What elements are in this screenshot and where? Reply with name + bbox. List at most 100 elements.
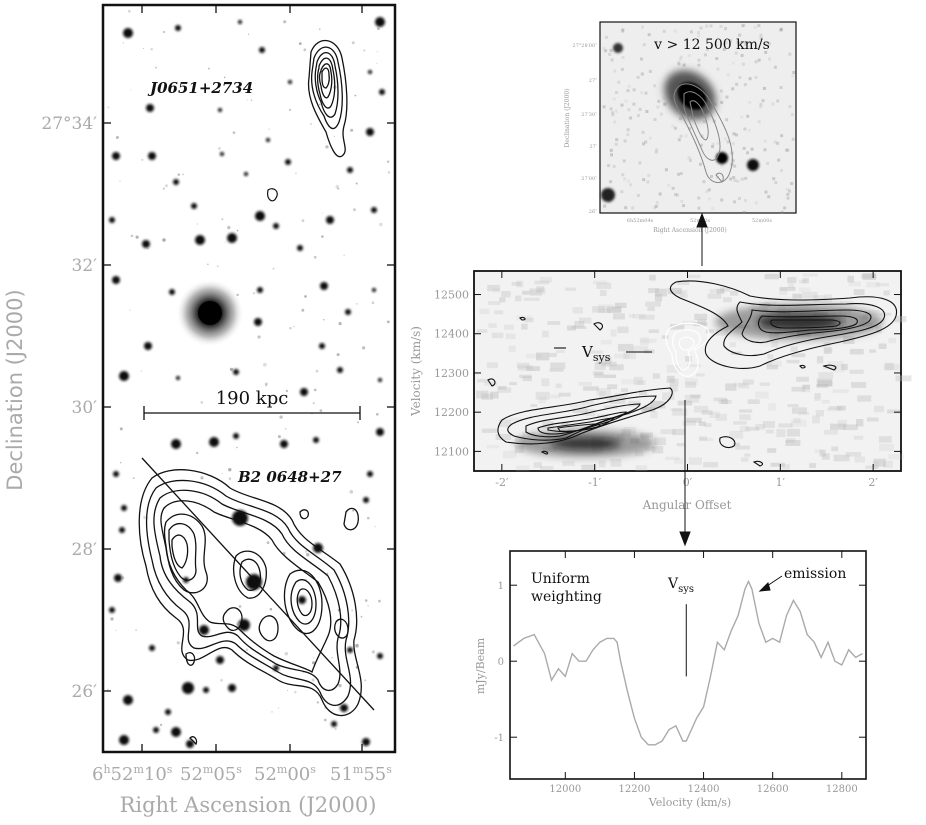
inset-y-tick: 27′00″ [581, 176, 597, 182]
inset-noise-pixel [780, 169, 783, 172]
inset-noise-pixel [753, 25, 757, 29]
pv-noise-patch [598, 304, 614, 310]
pv-noise-patch [524, 317, 534, 323]
inset-noise-pixel [771, 102, 775, 106]
pv-noise-patch [660, 429, 676, 435]
pv-noise-patch [533, 462, 542, 468]
weighting-label-line: weighting [531, 589, 602, 605]
pv-noise-patch [641, 406, 656, 413]
faint-star [246, 99, 248, 101]
inset-noise-pixel [792, 71, 796, 74]
pv-noise-patch [833, 454, 850, 462]
faint-star [271, 711, 273, 713]
faint-star [196, 451, 199, 455]
pv-noise-patch [643, 404, 652, 410]
pv-noise-patch [831, 446, 839, 452]
inset-noise-pixel [725, 118, 729, 122]
star [244, 172, 248, 176]
inset-noise-pixel [642, 142, 645, 146]
faint-star [376, 27, 380, 31]
star [227, 233, 237, 243]
pv-noise-patch [562, 460, 575, 466]
star [266, 138, 270, 142]
inset-noise-pixel [738, 75, 742, 79]
pv-noise-patch [538, 396, 547, 404]
pv-noise-patch [502, 450, 517, 459]
pv-noise-patch [732, 442, 740, 446]
inset-noise-pixel [688, 127, 691, 131]
inset-noise-pixel [710, 175, 713, 178]
pv-noise-patch [814, 449, 824, 454]
inset-noise-pixel [664, 168, 668, 172]
pv-noise-patch [824, 294, 832, 303]
pv-x-tick-label: -2′ [495, 476, 509, 489]
pv-noise-patch [888, 338, 896, 344]
pv-noise-patch [770, 462, 785, 467]
pv-noise-patch [849, 369, 864, 374]
faint-star [303, 48, 307, 52]
inset-noise-pixel [773, 65, 777, 69]
inset-noise-pixel [612, 97, 616, 101]
inset-noise-pixel [682, 204, 686, 208]
faint-star [298, 42, 302, 45]
pv-noise-patch [645, 301, 661, 307]
inset-noise-pixel [631, 206, 635, 210]
inset-noise-pixel [677, 172, 681, 176]
pv-noise-patch [571, 326, 587, 329]
left-x-tick-labels: 6h52m10s 52m05s 52m00s 51m55s [92, 763, 392, 785]
inset-noise-pixel [731, 159, 735, 163]
pv-noise-patch [567, 325, 576, 331]
pv-noise-patch [791, 386, 806, 392]
star [182, 682, 194, 694]
pv-noise-patch [703, 462, 718, 468]
pv-noise-patch [866, 417, 879, 422]
pv-noise-patch [778, 423, 793, 428]
faint-star [220, 678, 223, 682]
pv-noise-patch [796, 376, 809, 382]
pv-noise-patch [623, 427, 636, 434]
star [148, 152, 156, 160]
faint-star [325, 145, 329, 149]
pv-noise-patch [762, 421, 775, 428]
inset-noise-pixel [613, 120, 617, 124]
pv-noise-patch [836, 405, 846, 411]
faint-star [272, 267, 275, 270]
pv-noise-patch [686, 417, 702, 423]
star [153, 727, 159, 733]
pv-noise-patch [837, 419, 848, 427]
pv-noise-patch [720, 399, 729, 405]
star [320, 282, 328, 290]
inset-noise-pixel [697, 34, 701, 38]
pv-noise-patch [695, 373, 705, 377]
faint-star [247, 33, 250, 35]
bright-galaxy-core [198, 301, 222, 325]
pv-noise-patch [515, 295, 522, 302]
inset-noise-pixel [682, 63, 686, 67]
faint-star [322, 318, 325, 321]
pv-noise-patch [610, 329, 617, 337]
inset-noise-pixel [715, 57, 719, 61]
pv-noise-patch [894, 316, 907, 323]
inset-noise-pixel [648, 69, 652, 73]
inset-noise-pixel [759, 33, 763, 37]
inset-noise-pixel [641, 25, 644, 29]
pv-noise-patch [883, 460, 893, 468]
inset-noise-pixel [767, 42, 771, 46]
faint-star [367, 516, 370, 520]
pv-noise-patch [572, 307, 583, 314]
pv-noise-patch [735, 445, 750, 450]
pv-noise-patch [715, 413, 727, 421]
pv-noise-patch [843, 424, 858, 431]
inset-noise-pixel [611, 111, 615, 115]
inset-noise-pixel [776, 141, 780, 145]
faint-star [288, 108, 292, 111]
faint-star [110, 617, 114, 621]
star [114, 574, 122, 582]
inset-noise-pixel [653, 84, 657, 88]
pv-noise-patch [514, 445, 524, 453]
pv-noise-patch [823, 429, 838, 435]
faint-star [196, 223, 199, 225]
pv-noise-patch [742, 379, 754, 385]
faint-star [141, 158, 144, 161]
inset-noise-pixel [716, 141, 720, 145]
